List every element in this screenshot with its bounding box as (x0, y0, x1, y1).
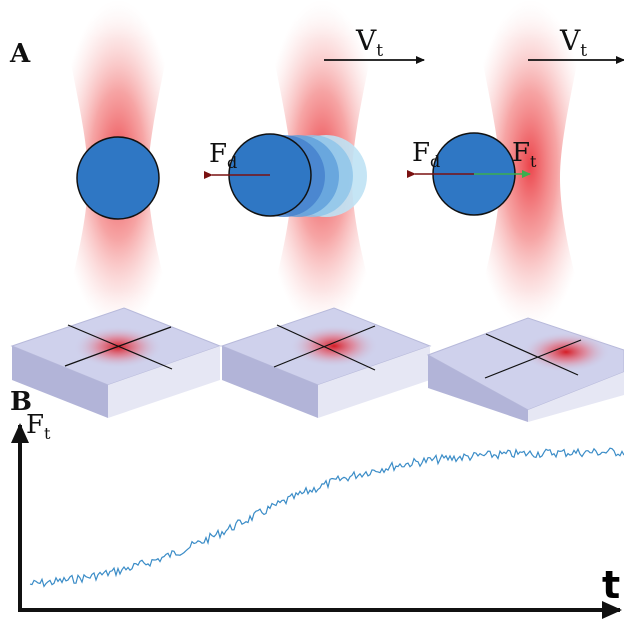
drag-force-label-2: Fd (209, 139, 237, 172)
velocity-label-2: Vt (355, 24, 383, 61)
trapped-bead-1 (76, 136, 160, 220)
detector-2 (220, 307, 432, 418)
panel-b-letter: B (10, 387, 32, 417)
drag-force-label-3: Fd (412, 138, 440, 171)
force-trace-line (29, 447, 624, 588)
detector-1 (10, 307, 222, 418)
velocity-label-3: Vt (559, 24, 587, 61)
y-axis-label: Ft (26, 410, 51, 443)
x-axis-label: t (602, 563, 620, 607)
trap-force-label: Ft (512, 138, 537, 171)
detector-3 (426, 317, 624, 422)
